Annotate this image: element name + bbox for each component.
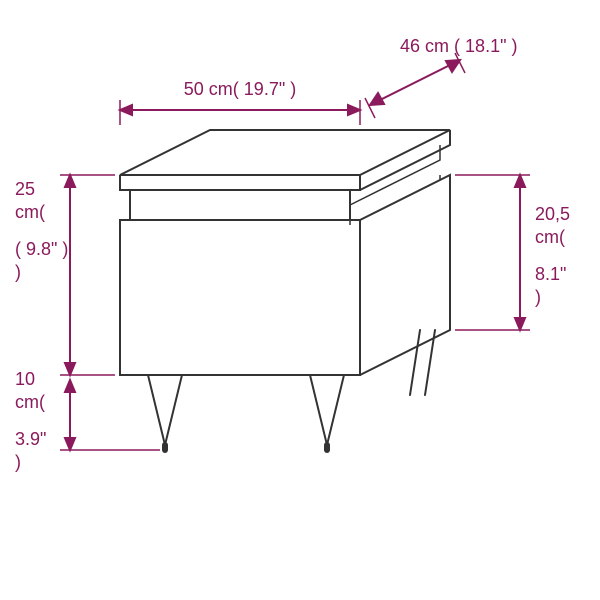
svg-text:50 cm( 19.7" ): 50 cm( 19.7" ) (184, 79, 296, 99)
svg-text:20,5: 20,5 (535, 204, 570, 224)
leg-h-close: ) (15, 452, 21, 472)
svg-text:10: 10 (15, 369, 35, 389)
drawer-h-b: cm( (535, 227, 565, 247)
width-cm: 50 cm (184, 79, 233, 99)
body-h-in: ( 9.8" ) (15, 239, 68, 259)
drawer-h-in: 8.1" (535, 264, 566, 284)
drawer-h-a: 20,5 (535, 204, 570, 224)
dimension-labels: 50 cm( 19.7" ) 46 cm ( 18.1" ) 25 cm( ( … (15, 36, 570, 472)
furniture-body (120, 130, 450, 375)
furniture-legs (148, 330, 435, 450)
leg-h-cm-b: cm( (15, 392, 45, 412)
furniture-diagram: 50 cm( 19.7" ) 46 cm ( 18.1" ) 25 cm( ( … (0, 0, 600, 600)
svg-text:cm(: cm( (15, 392, 45, 412)
svg-text:cm(: cm( (15, 202, 45, 222)
drawer-h-close: ) (535, 287, 541, 307)
svg-text:cm(: cm( (535, 227, 565, 247)
body-h-cm-a: 25 (15, 179, 35, 199)
body-h-close: ) (15, 262, 21, 282)
leg-h-cm-a: 10 (15, 369, 35, 389)
width-in: ( 19.7" ) (233, 79, 296, 99)
dimension-lines (60, 53, 530, 450)
svg-text:46 cm ( 18.1" ): 46 cm ( 18.1" ) (400, 36, 517, 56)
svg-text:25: 25 (15, 179, 35, 199)
leg-h-in: 3.9" (15, 429, 46, 449)
depth-in: ( 18.1" ) (454, 36, 517, 56)
depth-cm: 46 cm (400, 36, 449, 56)
body-h-cm-b: cm( (15, 202, 45, 222)
